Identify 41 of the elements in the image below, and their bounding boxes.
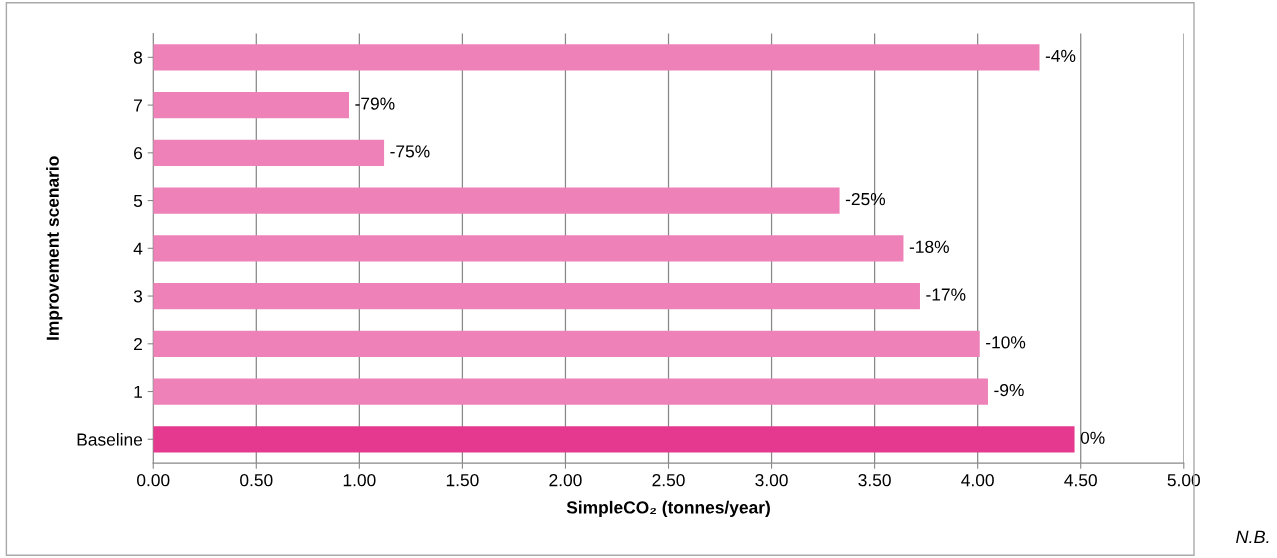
annotation: -17% — [926, 288, 966, 301]
x-tick-label: 0.50 — [240, 474, 273, 487]
bar — [153, 91, 350, 119]
y-tick-label: 5 — [133, 194, 143, 208]
y-tick-label: 6 — [134, 147, 143, 160]
bar — [153, 426, 1075, 453]
y-tick-label: 1 — [134, 385, 142, 398]
bar — [153, 235, 904, 262]
bar — [153, 44, 1040, 71]
x-tick-label: 0.00 — [137, 474, 170, 487]
bar — [153, 282, 920, 310]
annotation: -10% — [986, 336, 1026, 349]
annotation: -4% — [1045, 49, 1076, 62]
y-tick-label: 3 — [133, 290, 143, 303]
bar — [153, 330, 980, 357]
y-axis-title: Improvement scenario — [46, 156, 63, 340]
annotation: -79% — [355, 97, 395, 110]
x-tick-label: 2.00 — [549, 474, 582, 487]
annotation: -18% — [909, 240, 949, 253]
text: N.B. — [1236, 530, 1269, 544]
x-axis-title: SimpleCO₂ (tonnes/year) — [566, 500, 770, 518]
x-tick-label: 4.00 — [961, 474, 994, 487]
y-tick-label: 2 — [134, 337, 142, 351]
annotation: -25% — [845, 192, 886, 206]
y-tick-label: 8 — [133, 51, 143, 64]
annotation: 0% — [1080, 431, 1105, 444]
y-tick-label: 7 — [134, 99, 142, 112]
y-tick-label: Baseline — [77, 432, 143, 446]
x-tick-label: 2.50 — [652, 474, 685, 487]
bar — [153, 139, 385, 166]
x-tick-label: 3.00 — [755, 474, 788, 487]
y-tick-label: 4 — [133, 242, 143, 255]
x-tick-label: 5.00 — [1167, 474, 1200, 487]
bar — [153, 187, 840, 214]
annotation: -9% — [994, 383, 1024, 397]
x-tick-label: 4.50 — [1064, 474, 1097, 487]
bar — [153, 378, 988, 405]
x-tick-label: 1.50 — [446, 474, 479, 487]
x-tick-label: 3.50 — [858, 474, 891, 487]
x-tick-label: 1.00 — [343, 474, 376, 487]
annotation: -75% — [390, 145, 430, 158]
